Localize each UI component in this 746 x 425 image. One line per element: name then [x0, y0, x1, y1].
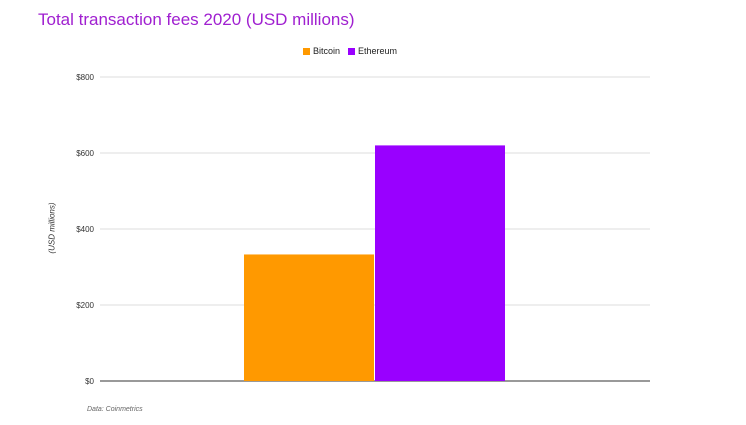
- bar-ethereum: [375, 145, 505, 381]
- chart-title: Total transaction fees 2020 (USD million…: [38, 10, 355, 29]
- y-tick-label: $200: [76, 301, 94, 310]
- chart-legend: Bitcoin Ethereum: [303, 46, 405, 56]
- legend-item-bitcoin: Bitcoin: [303, 46, 340, 56]
- legend-item-ethereum: Ethereum: [348, 46, 397, 56]
- y-tick-label: $600: [76, 149, 94, 158]
- legend-swatch-ethereum: [348, 47, 356, 55]
- legend-swatch-bitcoin: [303, 47, 310, 55]
- y-tick-label: $800: [76, 73, 94, 82]
- y-tick-label: $0: [85, 377, 94, 386]
- legend-label-bitcoin: Bitcoin: [313, 46, 341, 56]
- data-source-note: Data: Coinmetrics: [87, 406, 143, 413]
- legend-label-ethereum: Ethereum: [358, 46, 398, 56]
- bar-bitcoin: [244, 254, 374, 381]
- y-tick-label: $400: [76, 225, 94, 234]
